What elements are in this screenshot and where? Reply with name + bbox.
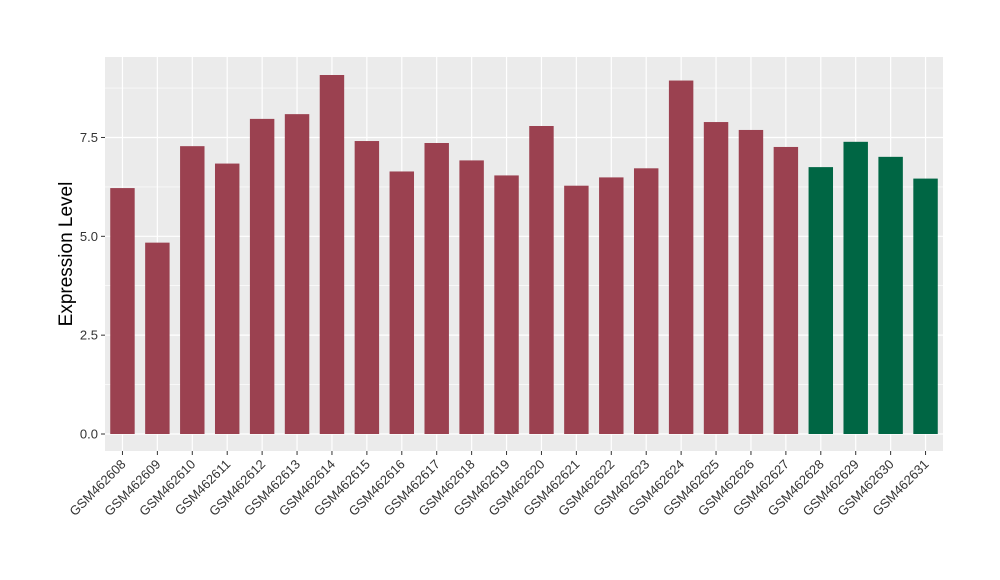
plot-panel [105,57,943,451]
bar-GSM462609 [145,242,170,434]
bar-GSM462621 [564,185,589,434]
y-tick-label: 0.0 [80,427,98,442]
bar-GSM462610 [180,146,205,434]
bar-GSM462620 [529,126,554,435]
bar-GSM462614 [319,75,345,434]
y-tick-label: 7.5 [80,130,98,145]
y-tick-label: 2.5 [80,328,98,343]
bar-GSM462618 [459,160,484,434]
bar-GSM462623 [633,168,659,435]
bar-GSM462616 [389,171,415,434]
bar-GSM462630 [878,156,903,434]
bar-GSM462625 [703,122,729,434]
bar-GSM462627 [773,146,799,435]
bar-GSM462619 [494,175,519,434]
y-axis: 0.0 2.5 5.0 7.5 [80,130,105,442]
bar-GSM462624 [668,80,694,434]
minor-gridlines [105,87,943,385]
bar-GSM462613 [284,114,310,435]
bar-GSM462626 [738,129,764,435]
x-axis: GSM462608GSM462609GSM462610GSM462611GSM4… [66,451,932,519]
bar-GSM462622 [599,177,624,434]
bar-GSM462611 [214,163,240,434]
bar-GSM462631 [913,178,938,434]
bar-GSM462608 [110,188,135,434]
bar-GSM462612 [249,118,275,434]
bar-GSM462628 [808,167,834,434]
y-axis-title: Expression Level [56,182,77,327]
bar-GSM462615 [354,141,380,434]
y-tick-label: 5.0 [80,229,98,244]
bars [110,75,938,435]
bar-GSM462617 [424,143,449,435]
bar-GSM462629 [843,141,868,434]
